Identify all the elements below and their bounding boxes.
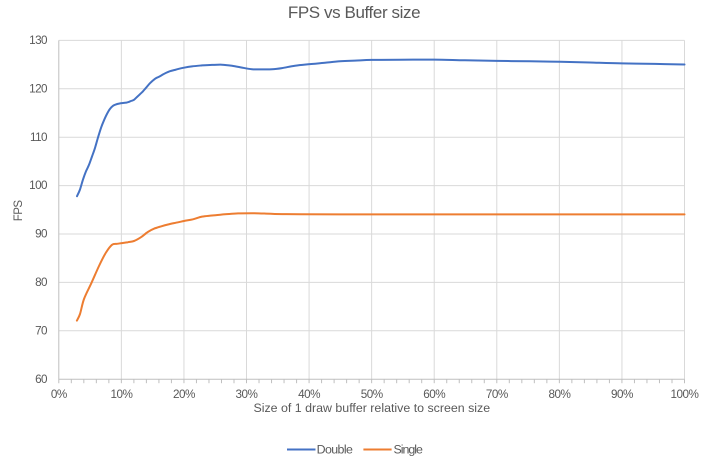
svg-text:100: 100 — [29, 179, 48, 192]
svg-text:90: 90 — [35, 228, 48, 241]
svg-text:50%: 50% — [361, 388, 383, 401]
svg-text:FPS vs Buffer size: FPS vs Buffer size — [288, 3, 420, 22]
svg-text:80: 80 — [35, 276, 48, 289]
svg-text:80%: 80% — [548, 388, 570, 401]
svg-text:0%: 0% — [51, 388, 67, 401]
svg-text:70: 70 — [35, 324, 48, 337]
svg-text:90%: 90% — [611, 388, 633, 401]
svg-text:FPS: FPS — [13, 200, 25, 222]
svg-text:Size of 1 draw buffer relative: Size of 1 draw buffer relative to screen… — [253, 401, 490, 415]
svg-text:Single: Single — [394, 442, 424, 456]
svg-text:70%: 70% — [486, 388, 508, 401]
svg-text:110: 110 — [30, 131, 48, 144]
svg-text:60%: 60% — [423, 388, 445, 401]
svg-text:10%: 10% — [110, 388, 132, 401]
svg-text:30%: 30% — [236, 388, 258, 401]
svg-text:20%: 20% — [173, 388, 195, 401]
svg-text:40%: 40% — [298, 388, 320, 401]
svg-text:100%: 100% — [671, 388, 699, 401]
svg-text:130: 130 — [29, 34, 48, 47]
svg-text:120: 120 — [29, 82, 48, 95]
svg-text:Double: Double — [317, 442, 353, 456]
svg-text:60: 60 — [35, 373, 48, 386]
